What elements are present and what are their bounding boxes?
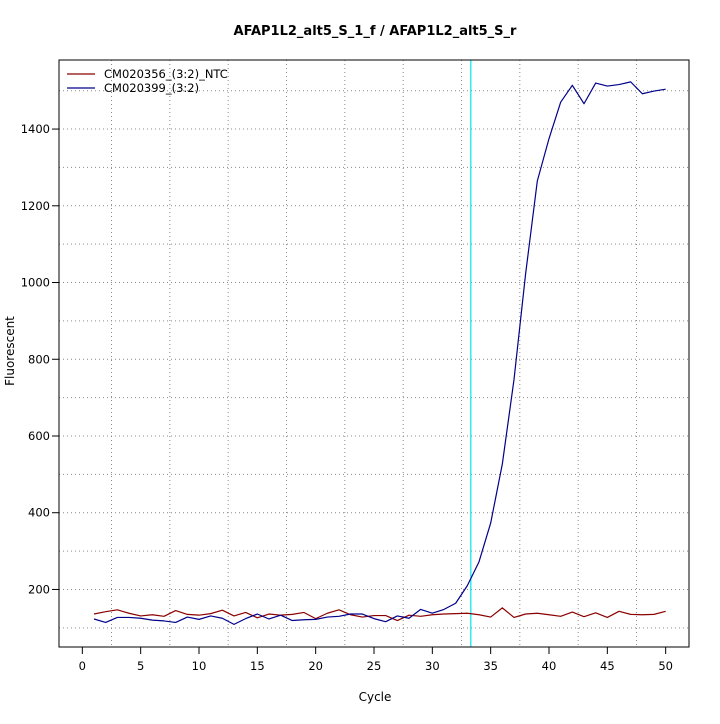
x-tick-label: 5 xyxy=(137,659,144,673)
y-tick-label: 800 xyxy=(28,352,50,366)
x-tick-label: 0 xyxy=(79,659,86,673)
x-tick-label: 20 xyxy=(308,659,323,673)
y-tick-label: 1000 xyxy=(21,276,50,290)
y-axis-label: Fluorescent xyxy=(3,316,17,386)
x-tick-label: 15 xyxy=(250,659,265,673)
series-line-ntc xyxy=(93,607,666,622)
y-tick-label: 1200 xyxy=(21,199,50,213)
x-tick-label: 50 xyxy=(658,659,673,673)
x-tick-label: 30 xyxy=(425,659,440,673)
series-layer xyxy=(93,81,666,625)
y-tick-label: 1400 xyxy=(21,122,50,136)
plot-border xyxy=(58,59,690,648)
x-tick-label: 40 xyxy=(542,659,557,673)
x-tick-label: 10 xyxy=(192,659,207,673)
chart-title: AFAP1L2_alt5_S_1_f / AFAP1L2_alt5_S_r xyxy=(234,24,518,39)
y-tick-label: 400 xyxy=(28,506,50,520)
legend-label: CM020399_(3:2) xyxy=(104,81,199,95)
x-tick-label: 45 xyxy=(600,659,615,673)
grid xyxy=(59,60,689,647)
y-tick-label: 600 xyxy=(28,429,50,443)
x-axis-label: Cycle xyxy=(359,690,392,704)
x-axis: 0 5 10 15 20 25 30 35 40 45 50 xyxy=(79,647,673,673)
legend-label: CM020356_(3:2)_NTC xyxy=(104,67,228,81)
x-tick-label: 35 xyxy=(483,659,498,673)
x-tick-label: 25 xyxy=(367,659,382,673)
y-axis: 200 400 600 800 1000 1200 1400 xyxy=(21,122,59,596)
series-line-sample xyxy=(93,81,666,625)
y-tick-label: 200 xyxy=(28,582,50,596)
